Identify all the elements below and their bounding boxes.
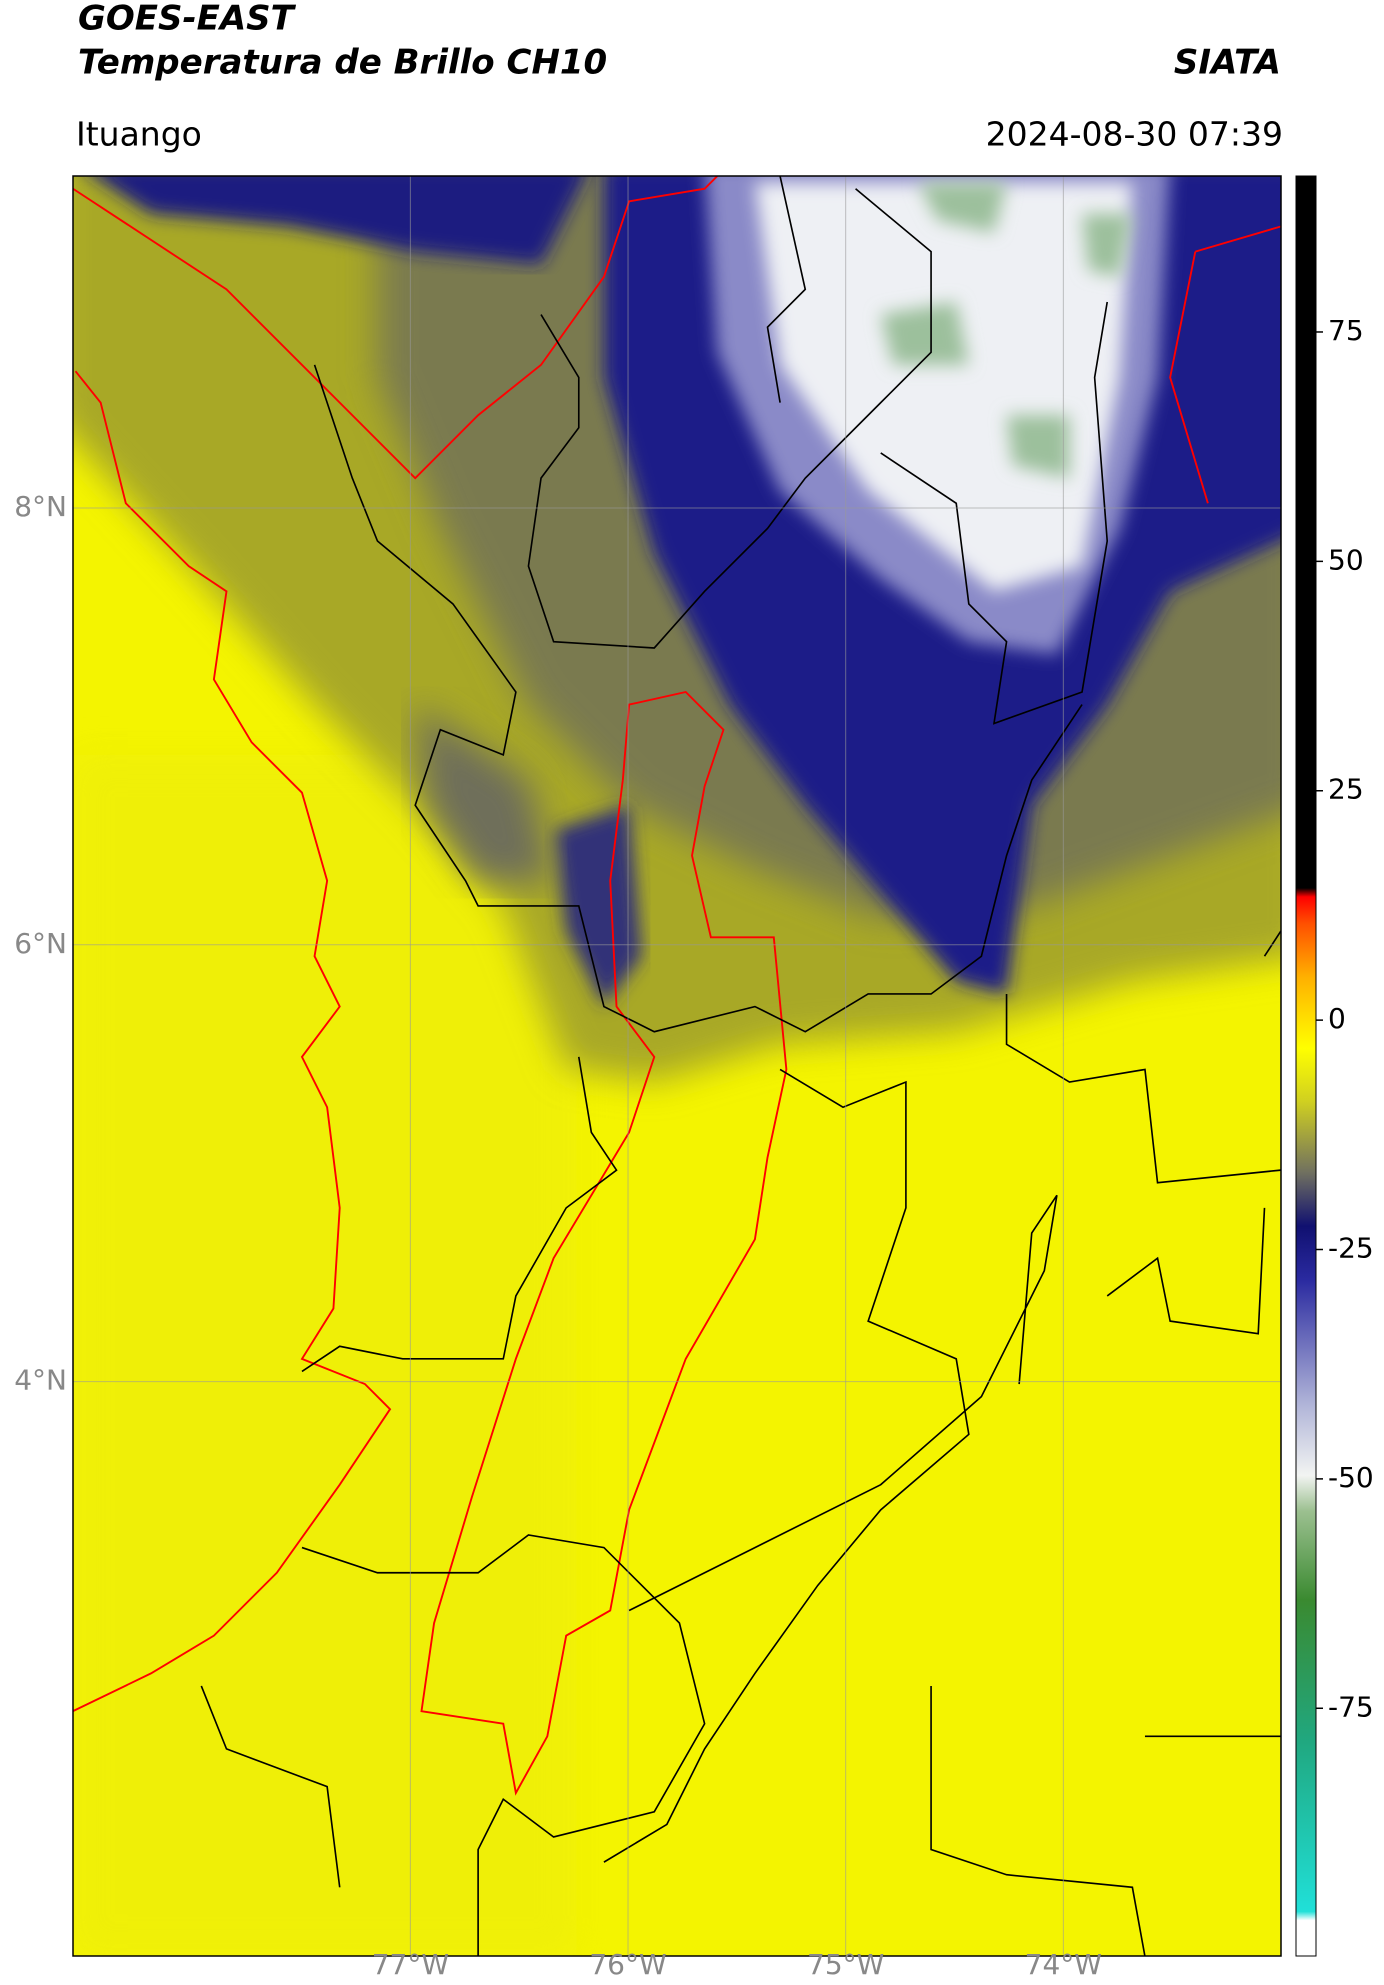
colorbar-tick-label: 50 [1328,543,1364,576]
colorbar-tick-label: -25 [1328,1232,1374,1265]
lon-label: 75°W [807,1948,884,1981]
brand: SIATA [1174,43,1281,83]
title-line1: GOES-EAST [78,0,297,39]
lat-label: 6°N [14,927,67,960]
location: Ituango [76,115,202,154]
colorbar-tick-label: 0 [1328,1002,1346,1035]
datetime: 2024-08-30 07:39 [986,115,1283,154]
lon-label: 74°W [1025,1948,1102,1981]
map-frame [72,175,1282,1957]
colorbar-tick-label: -50 [1328,1461,1374,1494]
colorbar-tick-label: -75 [1328,1690,1374,1723]
title-line2: Temperatura de Brillo CH10 [78,43,607,83]
colorbar-tick-label: 75 [1328,314,1364,347]
graticule [73,176,1281,1956]
colorbar-tick-label: 25 [1328,773,1364,806]
map-image [72,176,1281,1957]
lon-label: 77°W [372,1948,449,1981]
lat-label: 8°N [14,490,67,523]
colorbar [1295,175,1317,1957]
lat-label: 4°N [14,1364,67,1397]
lon-label: 76°W [589,1948,666,1981]
